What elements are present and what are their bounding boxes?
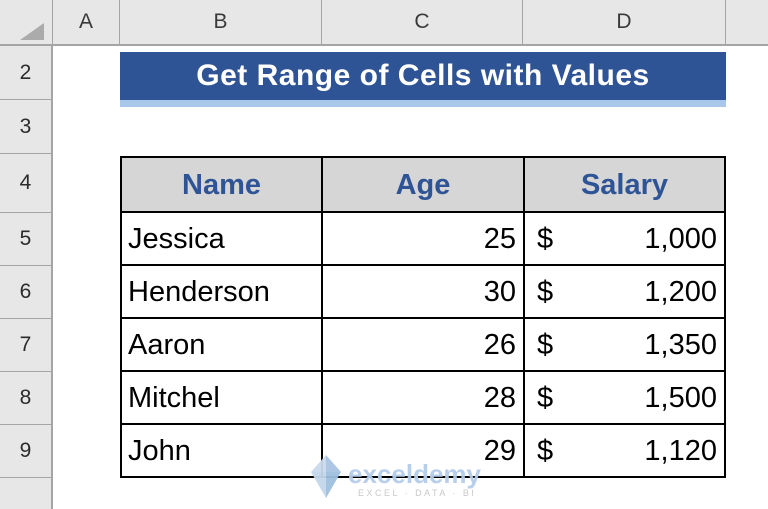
currency-symbol: $ (537, 329, 554, 361)
exceldemy-logo-icon (311, 455, 341, 498)
watermark-tagline: EXCEL · DATA · BI (358, 488, 477, 498)
row-header-8[interactable]: 8 (0, 372, 51, 425)
row-header-10-partial[interactable] (0, 478, 51, 509)
cell-name-row3[interactable]: Aaron (122, 319, 321, 370)
watermark-brand: exceldemy (348, 459, 481, 489)
cell-salary-row4[interactable]: $ 1,500 (525, 372, 724, 423)
currency-symbol: $ (537, 382, 554, 414)
currency-symbol: $ (537, 276, 554, 308)
row-header-5[interactable]: 5 (0, 213, 51, 266)
row-header-9[interactable]: 9 (0, 425, 51, 478)
watermark: exceldemy EXCEL · DATA · BI (308, 453, 481, 501)
cell-name-row1[interactable]: Jessica (122, 213, 321, 264)
cell-age-row4[interactable]: 28 (323, 372, 523, 423)
column-header-c[interactable]: C (322, 0, 523, 44)
cell-name-row5[interactable]: John (122, 425, 321, 476)
salary-value: 1,120 (644, 435, 717, 467)
column-header-e-partial[interactable] (726, 0, 768, 44)
cell-salary-row1[interactable]: $ 1,000 (525, 213, 724, 264)
page-title: Get Range of Cells with Values (196, 59, 650, 92)
currency-symbol: $ (537, 223, 554, 255)
cell-name-row2[interactable]: Henderson (122, 266, 321, 317)
column-header-bar: A B C D (0, 0, 768, 46)
salary-value: 1,350 (644, 329, 717, 361)
row-header-column: 2 3 4 5 6 7 8 9 (0, 46, 53, 509)
table-header-name[interactable]: Name (122, 158, 321, 211)
salary-value: 1,200 (644, 276, 717, 308)
title-banner-cell[interactable]: Get Range of Cells with Values (120, 52, 726, 100)
table-header-salary[interactable]: Salary (525, 158, 724, 211)
cell-age-row2[interactable]: 30 (323, 266, 523, 317)
table-header-age[interactable]: Age (323, 158, 523, 211)
salary-value: 1,000 (644, 223, 717, 255)
salary-value: 1,500 (644, 382, 717, 414)
row-header-6[interactable]: 6 (0, 266, 51, 319)
column-header-a[interactable]: A (53, 0, 120, 44)
select-all-triangle-icon (20, 23, 44, 40)
row-header-7[interactable]: 7 (0, 319, 51, 372)
cell-salary-row2[interactable]: $ 1,200 (525, 266, 724, 317)
cell-salary-row3[interactable]: $ 1,350 (525, 319, 724, 370)
cell-age-row5[interactable]: 29 (323, 425, 523, 476)
select-all-corner[interactable] (0, 0, 53, 44)
cell-name-row4[interactable]: Mitchel (122, 372, 321, 423)
row-header-2[interactable]: 2 (0, 46, 51, 100)
cell-salary-row5[interactable]: $ 1,120 (525, 425, 724, 476)
row-header-4[interactable]: 4 (0, 154, 51, 213)
data-table: Name Age Salary Jessica 25 $ 1,000 Hende… (120, 156, 726, 478)
column-header-b[interactable]: B (120, 0, 322, 44)
row-header-3[interactable]: 3 (0, 100, 51, 154)
cell-age-row1[interactable]: 25 (323, 213, 523, 264)
currency-symbol: $ (537, 435, 554, 467)
column-header-d[interactable]: D (523, 0, 726, 44)
cell-age-row3[interactable]: 26 (323, 319, 523, 370)
title-banner-accent-strip (120, 100, 726, 107)
